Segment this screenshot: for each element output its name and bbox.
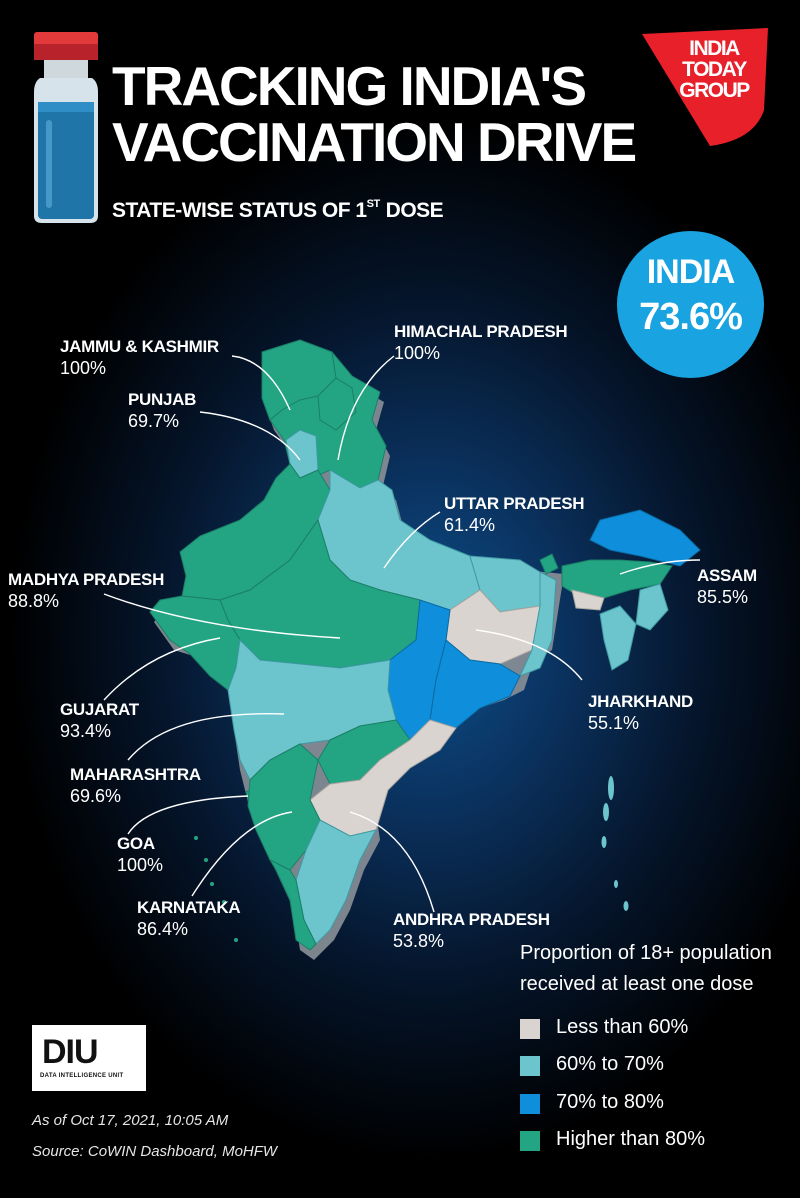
page-subtitle: STATE-WISE STATUS OF 1ST DOSE	[112, 198, 444, 223]
region-himachal	[317, 377, 357, 431]
region-jammu-kashmir	[261, 339, 337, 421]
leader-maharashtra	[127, 713, 285, 761]
vaccine-vial-icon	[34, 32, 98, 223]
region-west-bengal	[519, 571, 557, 677]
leader-madhya-pradesh	[103, 593, 341, 639]
national-name: INDIA	[646, 253, 736, 291]
leader-goa	[127, 795, 249, 835]
subtitle-text: STATE-WISE STATUS OF 1	[112, 199, 367, 222]
region-sikkim	[539, 553, 559, 575]
state-label-andhra-pradesh: ANDHRA PRADESH 53.8%	[393, 910, 550, 951]
footer-source: Source: CoWIN Dashboard, MoHFW	[32, 1143, 278, 1160]
title-line-1: TRACKING INDIA'S	[112, 55, 587, 117]
subtitle-superscript: ST	[366, 198, 381, 210]
leader-andhra-pradesh	[349, 811, 435, 913]
footer-date: As of Oct 17, 2021, 10:05 AM	[32, 1112, 229, 1129]
leader-lines	[103, 355, 701, 913]
region-kerala	[268, 858, 317, 951]
leader-uttar-pradesh	[383, 511, 441, 569]
region-andaman-islands	[601, 776, 629, 911]
logo-text: INDIA TODAY GROUP	[679, 37, 750, 102]
state-label-madhya-pradesh: MADHYA PRADESH 88.8%	[8, 570, 165, 611]
national-value: 73.6%	[639, 296, 743, 338]
legend-swatch	[520, 1131, 540, 1151]
state-label-jammu-kashmir: JAMMU & KASHMIR 100%	[60, 337, 219, 378]
national-badge: INDIA 73.6%	[617, 231, 764, 378]
state-label-jharkhand: JHARKHAND 55.1%	[588, 692, 693, 733]
region-tripura-mizoram	[599, 605, 637, 671]
region-meghalaya	[571, 589, 605, 611]
region-arunachal	[589, 509, 701, 567]
region-odisha	[429, 639, 521, 729]
page-title: TRACKING INDIA'S VACCINATION DRIVE	[112, 55, 637, 173]
leader-punjab	[199, 411, 301, 461]
legend-swatch	[520, 1094, 540, 1114]
diu-logo-subtext: DATA INTELLIGENCE UNIT	[40, 1073, 124, 1079]
leader-assam	[619, 559, 701, 575]
legend-swatch	[520, 1019, 540, 1039]
state-label-himachal-pradesh: HIMACHAL PRADESH 100%	[394, 322, 568, 363]
state-label-maharashtra: MAHARASHTRA 69.6%	[70, 765, 201, 806]
diu-logo	[32, 1025, 146, 1091]
region-lakshadweep	[194, 836, 238, 942]
legend-swatch	[520, 1056, 540, 1076]
region-tamil-nadu	[295, 819, 377, 945]
leader-gujarat	[103, 637, 221, 701]
state-label-gujarat: GUJARAT 93.4%	[60, 700, 139, 741]
state-label-goa: GOA 100%	[117, 834, 164, 875]
state-label-uttar-pradesh: UTTAR PRADESH 61.4%	[444, 494, 585, 535]
leader-jharkhand	[475, 629, 583, 681]
india-today-logo	[642, 28, 768, 146]
state-label-karnataka: KARNATAKA 86.4%	[137, 898, 241, 939]
title-line-2: VACCINATION DRIVE	[112, 111, 637, 173]
legend-title: Proportion of 18+ population received at…	[520, 942, 772, 995]
state-label-assam: ASSAM 85.5%	[697, 566, 757, 607]
subtitle-text-end: DOSE	[385, 199, 444, 222]
state-label-punjab: PUNJAB 69.7%	[128, 390, 197, 431]
diu-logo-mark: DIU	[42, 1033, 99, 1071]
leader-karnataka	[191, 811, 293, 897]
leader-jammu-kashmir	[231, 355, 291, 411]
leader-himachal	[337, 355, 395, 461]
region-nagaland-manipur	[635, 583, 669, 631]
